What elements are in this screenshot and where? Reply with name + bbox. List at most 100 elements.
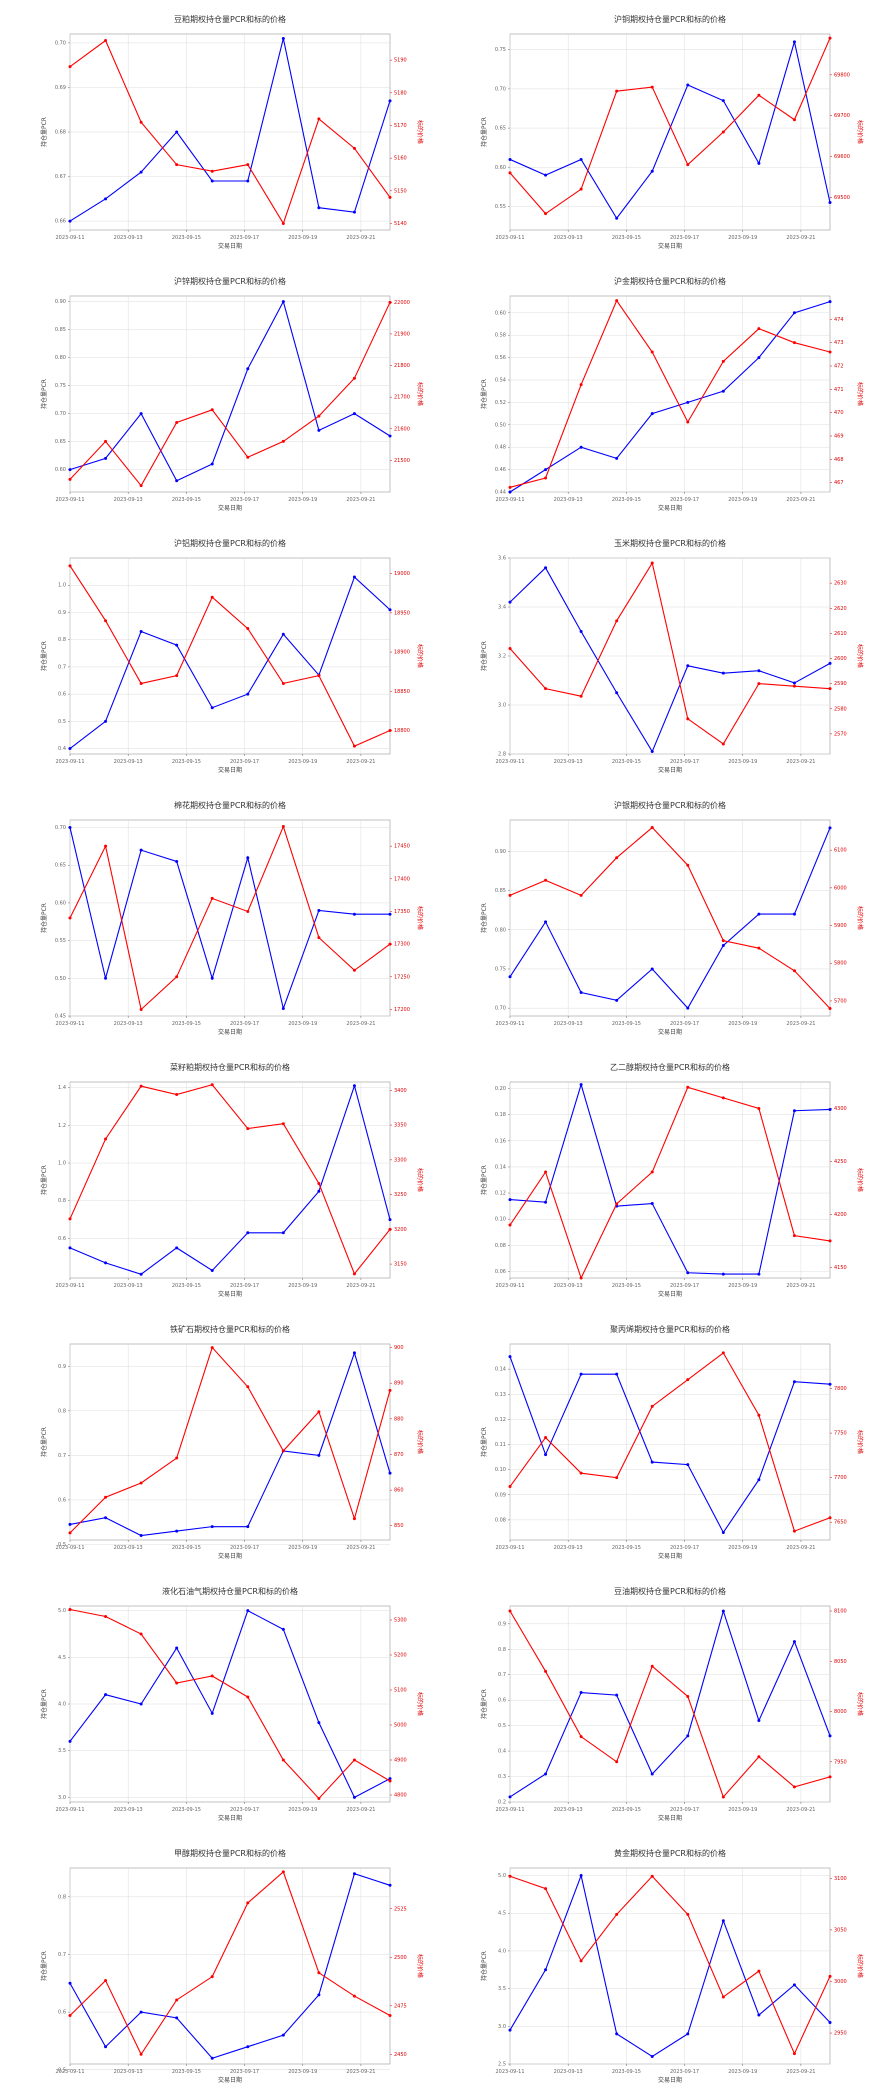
price-point [792,2052,796,2056]
pcr-point [721,671,725,675]
chart-panel: 沪铝期权持仓量PCR和标的价格 0.4 0.5 0.6 0.7 0.8 0.9 1.0 1880… [30,532,450,784]
y2-tick-label: 2525 [394,1906,407,1912]
price-point [686,1378,690,1382]
price-point [757,327,761,331]
x-tick-label: 2023-09-17 [230,497,259,503]
x-tick-label: 2023-09-11 [55,235,84,241]
pcr-point [721,1609,725,1613]
pcr-point [650,412,654,416]
x-tick-label: 2023-09-21 [786,759,815,765]
price-point [68,65,72,69]
price-point [650,561,654,565]
y2-axis-label: 标的价格 [416,1954,424,1978]
y-tick-label: 0.7 [58,1952,66,1958]
pcr-point [615,998,619,1002]
pcr-point [544,1772,548,1776]
pcr-point [68,1981,72,1985]
y2-axis-label: 标的价格 [856,382,864,406]
pcr-point [508,490,512,494]
price-point [686,420,690,424]
y2-axis-label: 标的价格 [856,906,864,930]
pcr-point [210,2056,214,2060]
price-point [544,1669,548,1673]
price-point [757,1413,761,1417]
y2-tick-label: 5700 [834,998,847,1004]
y-axis-label: 持仓量PCR [40,1951,48,1981]
y-tick-label: 0.08 [495,1517,506,1523]
y2-tick-label: 7700 [834,1475,847,1481]
x-tick-label: 2023-09-11 [495,235,524,241]
y2-tick-label: 3350 [394,1123,407,1129]
price-series-line [69,1870,391,2056]
y2-tick-label: 18850 [394,689,410,695]
price-point [246,1385,250,1389]
y2-tick-label: 21600 [394,426,410,432]
pcr-point [650,2054,654,2058]
pcr-point [792,912,796,916]
y2-axis-label: 标的价格 [416,906,424,930]
pcr-point [544,1968,548,1972]
price-point [210,408,214,412]
y2-tick-label: 5140 [394,221,407,227]
pcr-point [650,169,654,173]
x-tick-label: 2023-09-21 [346,235,375,241]
chart-title: 铁矿石期权持仓量PCR和标的价格 [170,1324,290,1334]
price-point [352,1758,356,1762]
x-tick-label: 2023-09-21 [346,2069,375,2075]
pcr-point [721,389,725,393]
y-tick-label: 0.10 [495,1217,506,1223]
y2-tick-label: 472 [834,364,844,370]
y-tick-label: 3.2 [498,654,506,660]
price-point [104,619,108,623]
price-point [615,1202,619,1206]
y-tick-label: 0.4 [498,1749,506,1755]
x-tick-label: 2023-09-19 [288,1021,317,1027]
x-tick-label: 2023-09-21 [786,2069,815,2075]
pcr-point [828,661,832,665]
price-point [721,742,725,746]
price-point [104,439,108,443]
price-point [210,169,214,173]
y-tick-label: 0.13 [495,1392,506,1398]
pcr-point [579,445,583,449]
pcr-point [579,1372,583,1376]
pcr-point [175,643,179,647]
pcr-point [139,412,143,416]
plot-frame [509,1867,831,2065]
pcr-point [246,1231,250,1235]
x-tick-label: 2023-09-19 [288,235,317,241]
y-tick-label: 0.67 [55,174,66,180]
price-series-line [509,1086,831,1280]
pcr-point [388,608,392,612]
x-tick-label: 2023-09-13 [554,1545,583,1551]
y2-tick-label: 2475 [394,2003,407,2009]
price-series-line [69,1084,391,1275]
x-tick-label: 2023-09-11 [55,1283,84,1289]
y-tick-label: 0.55 [55,938,66,944]
pcr-point [579,1083,583,1087]
pcr-point [508,1198,512,1202]
y-tick-label: 0.7 [58,1453,66,1459]
x-axis-label: 交易日期 [218,766,242,774]
price-point [508,1874,512,1878]
price-point [352,1272,356,1276]
pcr-point [352,1872,356,1876]
y-tick-label: 3.6 [498,556,506,562]
y-tick-label: 0.60 [55,900,66,906]
y-tick-label: 1.2 [58,1123,66,1129]
y2-tick-label: 17450 [394,844,410,850]
plot-frame [509,1343,831,1541]
y2-tick-label: 5150 [394,188,407,194]
y-tick-label: 0.75 [495,47,506,53]
y2-tick-label: 3000 [834,1979,847,1985]
pcr-point [650,967,654,971]
y-tick-label: 1.0 [58,583,66,589]
price-point [139,1632,143,1636]
y-tick-label: 0.8 [498,1647,506,1653]
y-axis-label: 持仓量PCR [480,117,488,147]
y2-tick-label: 21700 [394,395,410,401]
y-tick-label: 0.6 [58,692,66,698]
pcr-point [721,943,725,947]
x-tick-label: 2023-09-17 [670,1545,699,1551]
pcr-point [579,990,583,994]
